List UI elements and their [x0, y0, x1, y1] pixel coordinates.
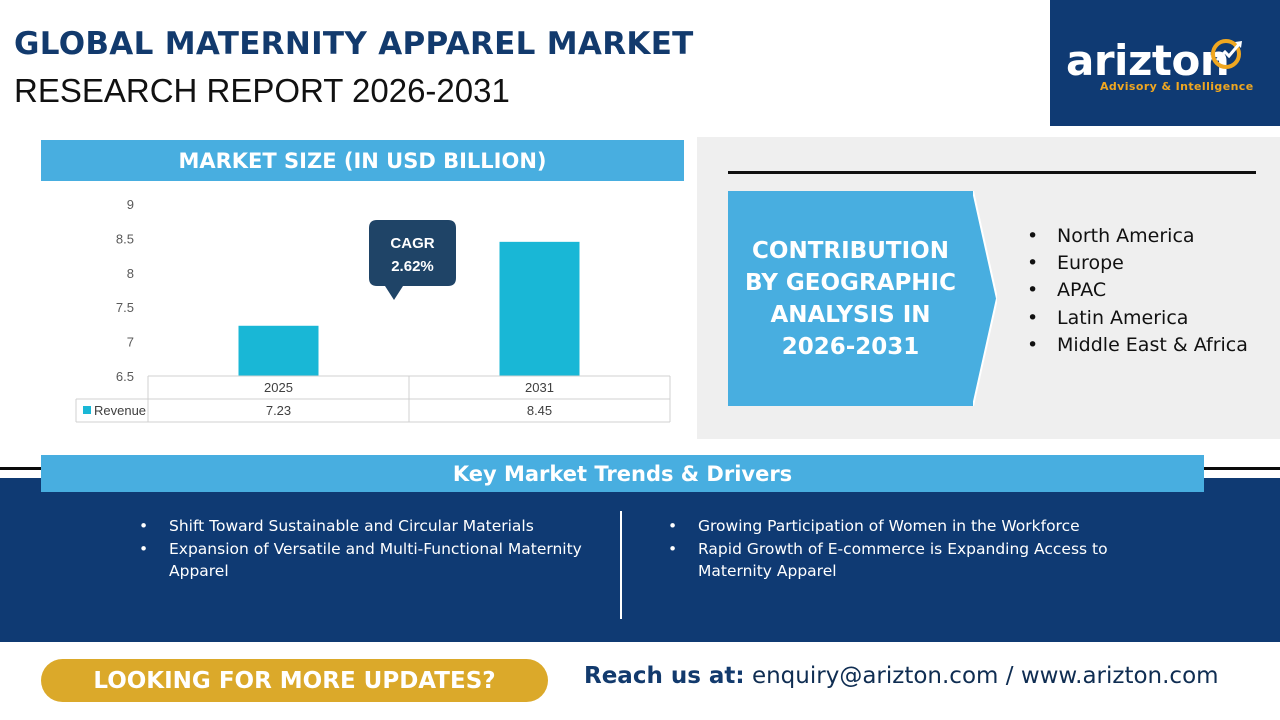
trends-band	[0, 478, 1280, 642]
logo-tagline: Advisory & Intelligence	[1100, 80, 1254, 93]
more-updates-button[interactable]: LOOKING FOR MORE UPDATES?	[41, 659, 548, 702]
data-label: 7.23	[266, 403, 291, 418]
cagr-callout: CAGR 2.62%	[369, 220, 456, 300]
x-tick-label: 2025	[264, 380, 293, 395]
bar-2025	[238, 325, 319, 376]
chevron-right-icon	[973, 191, 997, 406]
cagr-label: CAGR	[390, 235, 434, 252]
trend-item: • Rapid Growth of E-commerce is Expanding…	[668, 539, 1108, 581]
logo-wordmark: arizton	[1066, 36, 1230, 85]
y-tick-label: 7.5	[116, 300, 134, 315]
region-item: • Europe	[1027, 250, 1248, 277]
y-tick-label: 6.5	[116, 369, 134, 384]
trends-right-list: • Growing Participation of Women in the W…	[668, 515, 1128, 583]
cagr-value: 2.62%	[391, 258, 434, 275]
y-axis-ticks: 6.5 7 7.5 8 8.5 9	[116, 197, 134, 384]
cagr-callout-bubble	[369, 220, 456, 300]
bullet-icon: •	[1027, 333, 1039, 356]
geographic-heading: CONTRIBUTION BY GEOGRAPHIC ANALYSIS IN 2…	[728, 191, 973, 406]
contact-info: Reach us at: enquiry@arizton.com / www.a…	[584, 663, 1219, 689]
website-link[interactable]: www.arizton.com	[1020, 663, 1219, 689]
contact-separator: /	[1005, 663, 1014, 689]
trends-title: Key Market Trends & Drivers	[41, 455, 1204, 492]
region-item: • APAC	[1027, 277, 1248, 304]
report-title-line2: RESEARCH REPORT 2026-2031	[14, 72, 510, 109]
trend-item: • Growing Participation of Women in the W…	[668, 515, 1128, 538]
data-label: 8.45	[527, 403, 552, 418]
bullet-icon: •	[668, 517, 678, 535]
bar-2031	[499, 241, 580, 376]
bullet-icon: •	[1027, 279, 1039, 302]
bar-series	[238, 241, 580, 376]
region-item: • North America	[1027, 223, 1248, 250]
bullet-icon: •	[1027, 306, 1039, 329]
y-tick-label: 8.5	[116, 231, 134, 246]
chart-title: MARKET SIZE (IN USD BILLION)	[41, 140, 684, 181]
y-tick-label: 8	[127, 266, 134, 281]
email-link[interactable]: enquiry@arizton.com	[751, 663, 999, 689]
bullet-icon: •	[1027, 225, 1039, 247]
y-tick-label: 9	[127, 197, 134, 212]
trends-left-list: • Shift Toward Sustainable and Circular M…	[139, 515, 599, 583]
x-tick-label: 2031	[525, 380, 554, 395]
divider-line	[728, 171, 1256, 174]
report-title-line1: GLOBAL MATERNITY APPAREL MARKET	[14, 26, 694, 62]
rising-arrow-target-icon	[1211, 39, 1242, 69]
bullet-icon: •	[668, 539, 678, 558]
legend-label: Revenue	[94, 403, 146, 418]
arizton-logo[interactable]: arizton Advisory & Intelligence	[1050, 0, 1280, 126]
y-tick-label: 7	[127, 335, 134, 350]
bullet-icon: •	[139, 517, 149, 535]
reach-label: Reach us at:	[584, 663, 745, 689]
chart-data-table: 2025 7.23 2031 8.45 Revenue	[75, 375, 671, 423]
trend-item: • Expansion of Versatile and Multi-Functi…	[139, 539, 582, 581]
trends-column-divider	[620, 511, 622, 619]
legend-swatch	[83, 406, 91, 414]
region-list: • North America • Europe • APAC • Latin Amer…	[1027, 223, 1248, 359]
geographic-panel: CONTRIBUTION BY GEOGRAPHIC ANALYSIS IN 2…	[697, 137, 1280, 439]
region-item: • Latin America	[1027, 305, 1248, 332]
bullet-icon: •	[139, 539, 149, 558]
bullet-icon: •	[1027, 252, 1039, 275]
trend-item: • Shift Toward Sustainable and Circular M…	[139, 515, 599, 538]
region-item: • Middle East & Africa	[1027, 332, 1248, 359]
market-size-chart: 6.5 7 7.5 8 8.5 9 CAGR 2.62% 2025 7.23 2031 8.45…	[75, 197, 671, 423]
